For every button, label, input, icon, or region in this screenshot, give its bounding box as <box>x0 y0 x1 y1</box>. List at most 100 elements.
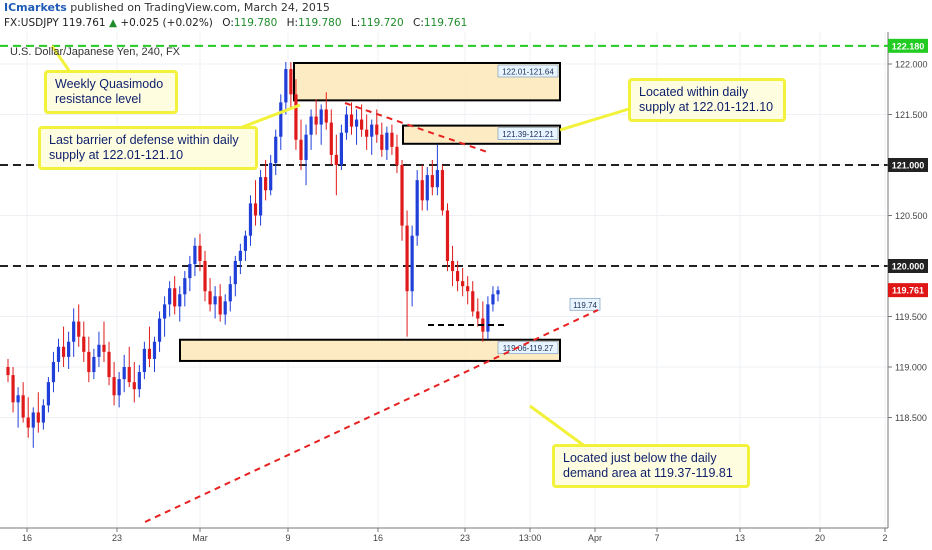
candle-body[interactable] <box>107 351 111 378</box>
candle-body[interactable] <box>31 412 35 428</box>
candle-body[interactable] <box>415 180 419 236</box>
candle-body[interactable] <box>430 175 434 188</box>
candle-body[interactable] <box>400 165 404 226</box>
candle-body[interactable] <box>218 296 222 315</box>
candle-body[interactable] <box>142 348 146 373</box>
candle-body[interactable] <box>385 132 389 150</box>
candle-body[interactable] <box>294 94 298 140</box>
candle-body[interactable] <box>435 170 439 188</box>
candle-body[interactable] <box>279 102 283 137</box>
candle-body[interactable] <box>329 122 333 155</box>
candle-body[interactable] <box>339 132 344 165</box>
candle-body[interactable] <box>284 69 288 103</box>
candle-body[interactable] <box>471 291 475 312</box>
time-axis[interactable] <box>0 528 932 550</box>
candle-body[interactable] <box>375 124 379 135</box>
candle-body[interactable] <box>410 235 414 292</box>
candle-body[interactable] <box>178 294 182 307</box>
candle-body[interactable] <box>380 134 384 150</box>
candle-body[interactable] <box>162 304 167 319</box>
candle-body[interactable] <box>390 132 394 147</box>
candle-body[interactable] <box>173 288 177 307</box>
candle-body[interactable] <box>405 225 409 292</box>
publisher-name[interactable]: ICmarkets <box>4 1 67 14</box>
candle-body[interactable] <box>6 367 10 376</box>
candle-body[interactable] <box>314 116 318 125</box>
candle-body[interactable] <box>102 344 106 352</box>
candle-body[interactable] <box>112 377 116 396</box>
candle-body[interactable] <box>233 260 237 285</box>
candle-body[interactable] <box>97 344 101 357</box>
candle-body[interactable] <box>193 245 197 264</box>
candle-body[interactable] <box>274 136 278 163</box>
candle-body[interactable] <box>354 119 359 127</box>
candle-body[interactable] <box>122 367 126 380</box>
candle-body[interactable] <box>476 311 480 319</box>
candle-body[interactable] <box>41 405 45 423</box>
candle-body[interactable] <box>223 301 227 315</box>
candle-body[interactable] <box>440 170 445 211</box>
candle-body[interactable] <box>445 210 450 261</box>
candle-body[interactable] <box>16 395 20 403</box>
candle-body[interactable] <box>26 417 30 428</box>
candle-body[interactable] <box>87 351 91 373</box>
candle-body[interactable] <box>491 294 495 305</box>
price-axis[interactable] <box>888 32 932 528</box>
candle-body[interactable] <box>289 69 293 95</box>
candle-body[interactable] <box>21 395 25 418</box>
candle-body[interactable] <box>461 281 465 287</box>
candle-body[interactable] <box>157 318 162 342</box>
candle-body[interactable] <box>243 235 248 251</box>
candle-body[interactable] <box>238 250 242 261</box>
candle-body[interactable] <box>132 382 136 390</box>
candle-body[interactable] <box>304 134 308 160</box>
candle-body[interactable] <box>349 114 354 127</box>
candle-body[interactable] <box>253 203 258 216</box>
candle-body[interactable] <box>208 291 212 305</box>
candle-body[interactable] <box>183 278 187 295</box>
candle-body[interactable] <box>203 260 207 292</box>
candle-body[interactable] <box>420 180 424 201</box>
candle-body[interactable] <box>198 245 202 261</box>
candle-body[interactable] <box>117 379 121 396</box>
candle-body[interactable] <box>152 341 157 359</box>
candle-body[interactable] <box>36 412 40 423</box>
candle-body[interactable] <box>82 336 86 352</box>
candle-body[interactable] <box>77 321 81 337</box>
candle-body[interactable] <box>269 162 273 191</box>
candle-body[interactable] <box>466 286 470 292</box>
candle-body[interactable] <box>51 361 56 383</box>
candle-body[interactable] <box>344 114 349 133</box>
candle-body[interactable] <box>92 356 96 373</box>
candle-body[interactable] <box>309 116 313 135</box>
candle-body[interactable] <box>248 203 253 236</box>
candle-body[interactable] <box>188 263 192 279</box>
candle-body[interactable] <box>395 146 399 165</box>
trendline-resistance[interactable] <box>344 102 491 154</box>
candle-body[interactable] <box>168 288 172 305</box>
candle-body[interactable] <box>299 139 303 160</box>
candle-body[interactable] <box>137 372 141 390</box>
candle-body[interactable] <box>258 177 263 216</box>
candle-body[interactable] <box>486 304 490 332</box>
candle-body[interactable] <box>450 260 455 272</box>
candle-body[interactable] <box>319 109 323 125</box>
candle-body[interactable] <box>496 290 500 295</box>
candle-body[interactable] <box>228 284 232 302</box>
candle-body[interactable] <box>425 175 429 201</box>
candle-body[interactable] <box>72 321 76 342</box>
candle-body[interactable] <box>213 296 217 305</box>
candle-body[interactable] <box>360 119 364 130</box>
candle-body[interactable] <box>324 109 328 123</box>
candle-body[interactable] <box>455 271 460 282</box>
candle-body[interactable] <box>147 348 152 359</box>
candle-body[interactable] <box>370 124 374 137</box>
zone-119.06-119.27[interactable] <box>179 338 561 362</box>
candle-body[interactable] <box>46 382 51 406</box>
candle-body[interactable] <box>365 129 369 137</box>
candle-body[interactable] <box>11 375 15 403</box>
candle-body[interactable] <box>56 346 61 362</box>
candle-body[interactable] <box>127 367 131 383</box>
candle-body[interactable] <box>61 346 66 357</box>
candle-body[interactable] <box>264 177 268 191</box>
